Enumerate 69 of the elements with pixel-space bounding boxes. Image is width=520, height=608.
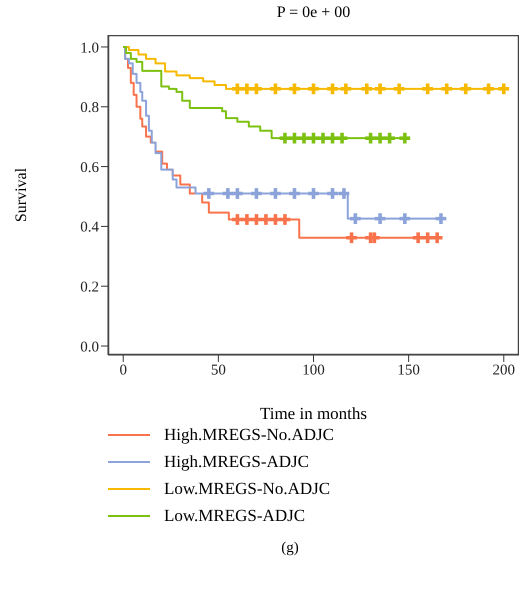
- point: [422, 232, 434, 244]
- point: [280, 214, 290, 225]
- legend-label: High.MREGS-ADJC: [164, 452, 309, 472]
- point: [365, 132, 376, 144]
- point: [394, 83, 404, 94]
- point: [280, 132, 290, 144]
- point: [270, 83, 281, 94]
- point: [384, 132, 395, 144]
- point: [350, 213, 361, 224]
- x-tick-label: 50: [210, 362, 226, 379]
- point: [374, 83, 386, 94]
- point: [251, 214, 262, 225]
- point: [346, 232, 357, 244]
- point: [289, 83, 300, 94]
- point: [232, 188, 243, 199]
- point: [260, 214, 272, 225]
- point: [338, 188, 350, 199]
- point: [340, 83, 352, 94]
- text: (g): [280, 540, 300, 557]
- point: [251, 188, 262, 199]
- point: [203, 188, 214, 199]
- point: [441, 83, 452, 94]
- y-tick-label: 0.8: [80, 100, 99, 116]
- point: [460, 83, 472, 94]
- point: [242, 214, 252, 225]
- y-tick-label: 0.6: [80, 160, 100, 176]
- x-tick-label: 0: [119, 362, 127, 379]
- point: [318, 132, 328, 144]
- point: [308, 188, 319, 199]
- point: [242, 83, 252, 94]
- point: [232, 214, 243, 225]
- x-tick-label: 150: [397, 362, 420, 379]
- point: [222, 188, 234, 199]
- point: [308, 83, 319, 94]
- point: [270, 188, 281, 199]
- point: [336, 132, 348, 144]
- point: [251, 83, 262, 94]
- point: [289, 188, 300, 199]
- point: [270, 214, 281, 225]
- point: [399, 132, 410, 144]
- x-tick-label: 200: [492, 362, 516, 379]
- point: [483, 83, 494, 94]
- legend-label: Low.MREGS-No.ADJC: [164, 479, 330, 499]
- y-tick-label: 0.0: [80, 339, 99, 356]
- point: [422, 83, 434, 94]
- y-tick-label: 0.4: [80, 220, 100, 236]
- legend-label: Low.MREGS-ADJC: [164, 506, 306, 526]
- point: [289, 132, 300, 144]
- chart-title: P = 0e + 00: [276, 4, 352, 22]
- point: [412, 232, 424, 244]
- point: [399, 213, 410, 224]
- point: [432, 232, 443, 244]
- y-axis-title: Survival: [13, 168, 31, 222]
- point: [298, 132, 310, 144]
- point: [374, 132, 386, 144]
- legend-label: High.MREGS-No.ADJC: [164, 425, 334, 445]
- point: [361, 83, 372, 94]
- x-tick-label: 100: [302, 362, 325, 379]
- point: [498, 83, 510, 94]
- point: [327, 83, 338, 94]
- point: [327, 132, 338, 144]
- y-tick-label: 1.0: [80, 40, 99, 56]
- x-axis-title: Time in months: [258, 404, 368, 424]
- point: [232, 83, 243, 94]
- point: [308, 132, 319, 144]
- point: [374, 213, 386, 224]
- point: [327, 188, 338, 199]
- point: [436, 213, 446, 224]
- y-tick-label: 0.2: [80, 280, 99, 296]
